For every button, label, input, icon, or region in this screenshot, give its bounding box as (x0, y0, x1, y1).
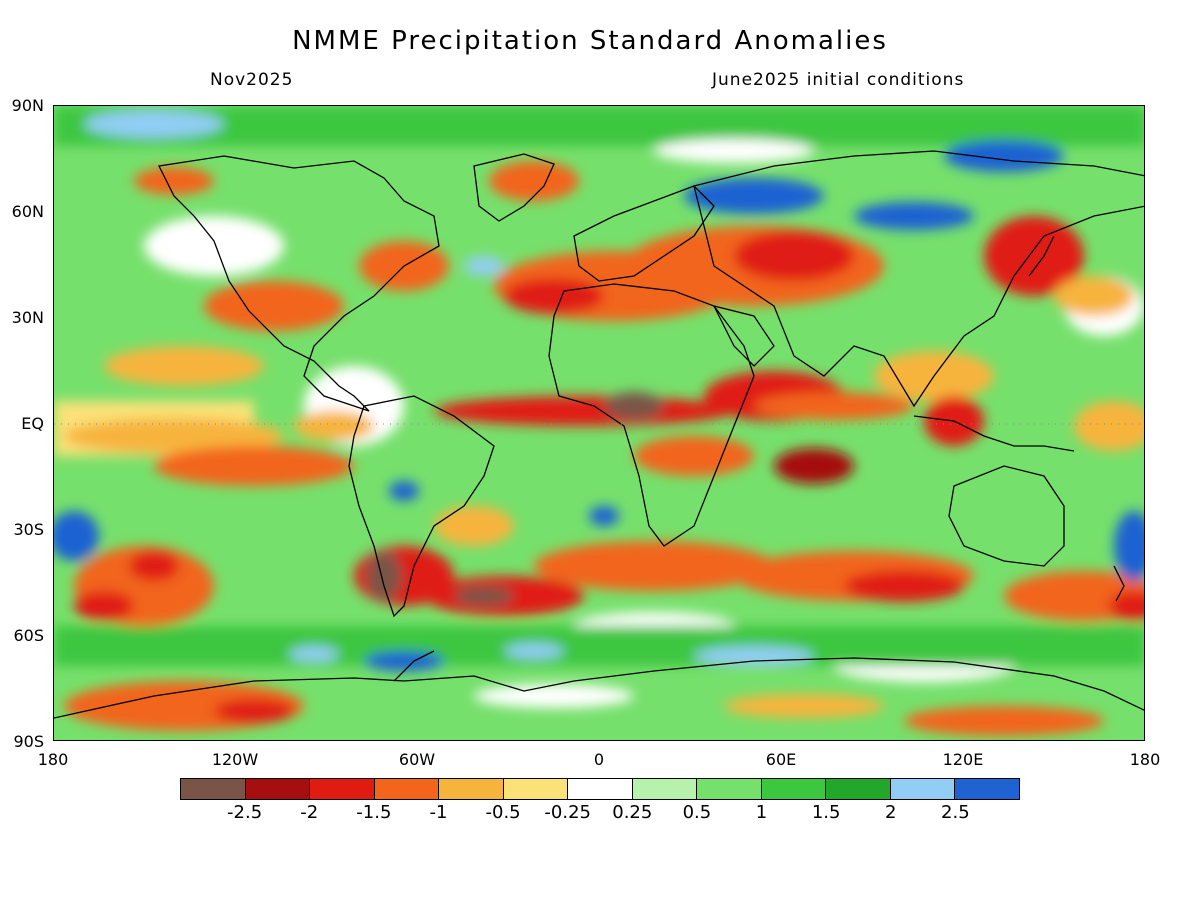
colorbar-swatch (439, 779, 504, 799)
lat-label-30s: 30S (13, 520, 44, 539)
lon-label-180w: 180 (37, 750, 69, 769)
colorbar-swatch (245, 779, 311, 799)
colorbar-swatch (568, 779, 633, 799)
map-svg (54, 106, 1144, 740)
colorbar-swatch (181, 779, 246, 799)
lon-label-180e: 180 (1129, 750, 1161, 769)
colorbar-label: -0.5 (485, 802, 521, 823)
initial-conditions-label: June2025 initial conditions (712, 70, 965, 90)
colorbar-label: 2.5 (941, 802, 970, 823)
colorbar-label: 1.5 (811, 802, 841, 823)
colorbar (180, 778, 1020, 800)
anomaly-field (54, 106, 1144, 736)
lat-label-60n: 60N (11, 202, 44, 221)
colorbar-swatch (761, 779, 827, 799)
colorbar-label: 1 (755, 802, 768, 823)
colorbar-swatch (697, 779, 762, 799)
colorbar-label: -1 (429, 802, 448, 823)
chart-title: NMME Precipitation Standard Anomalies (292, 26, 888, 56)
colorbar-label: 0.5 (682, 802, 712, 823)
colorbar-label: -1.5 (356, 802, 392, 823)
colorbar-label: -0.25 (544, 802, 591, 823)
colorbar-label: 0.25 (612, 802, 653, 823)
colorbar-label: -2.5 (227, 802, 263, 823)
lon-label-60w: 60W (398, 750, 436, 769)
colorbar-swatch (955, 779, 1019, 799)
lat-label-eq: EQ (21, 414, 44, 433)
valid-month-label: Nov2025 (210, 70, 294, 90)
lon-label-120w: 120W (211, 750, 259, 769)
colorbar-swatch (890, 779, 956, 799)
lon-label-0: 0 (593, 750, 605, 769)
colorbar-label: -2 (300, 802, 319, 823)
colorbar-swatch (632, 779, 698, 799)
colorbar-swatch (310, 779, 375, 799)
lat-label-60s: 60S (13, 626, 44, 645)
anomaly-map (53, 105, 1145, 741)
lon-label-60e: 60E (765, 750, 797, 769)
colorbar-swatch (503, 779, 569, 799)
lat-label-90n: 90N (11, 96, 44, 115)
coastlines (54, 150, 1144, 719)
lat-label-30n: 30N (11, 308, 44, 327)
lon-label-120e: 120E (942, 750, 984, 769)
colorbar-swatch (374, 779, 440, 799)
colorbar-swatch (826, 779, 891, 799)
lat-label-90s: 90S (13, 732, 44, 751)
colorbar-label: 2 (885, 802, 897, 823)
